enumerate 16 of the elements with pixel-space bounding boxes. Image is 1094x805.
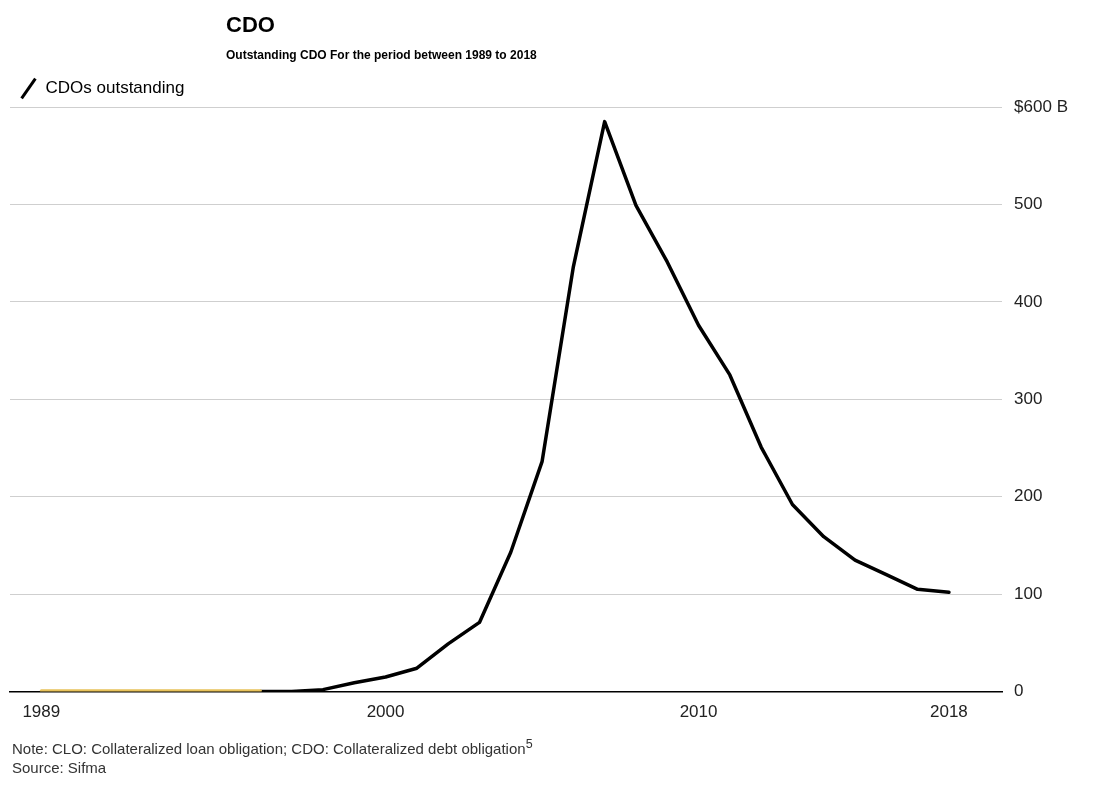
chart-subtitle: Outstanding CDO For the period between 1989 to 2018: [226, 48, 537, 62]
chart-title: CDO: [226, 12, 275, 38]
y-tick-label: 0: [1014, 681, 1024, 701]
legend-label: CDOs outstanding: [45, 78, 185, 98]
x-tick-label: 2018: [930, 702, 968, 722]
y-tick-label: 100: [1014, 583, 1043, 603]
y-tick-label: 300: [1014, 388, 1043, 408]
text: Note: CLO: Collateralized loan obligation; CDO: Collateralized debt obligation$^{5}$: [12, 736, 533, 758]
y-tick-label: 200: [1014, 486, 1043, 506]
x-tick-label: 1989: [22, 702, 61, 722]
y-tick-label: 400: [1014, 291, 1043, 311]
y-tick-label: $600 B: [1014, 96, 1069, 116]
y-tick-label: 500: [1014, 194, 1043, 214]
x-tick-label: 2000: [366, 702, 405, 722]
source-note: Source: Sifma: [12, 758, 108, 777]
x-tick-label: 2010: [679, 702, 718, 722]
